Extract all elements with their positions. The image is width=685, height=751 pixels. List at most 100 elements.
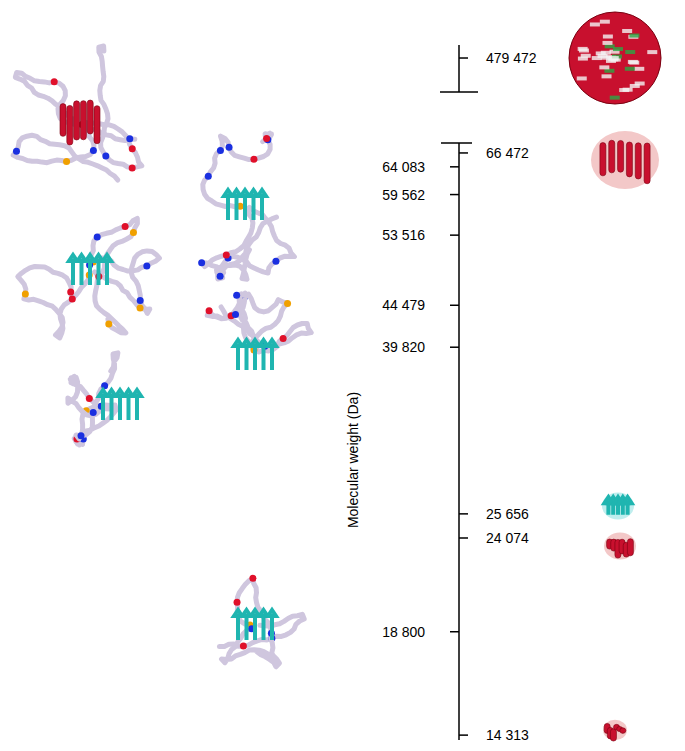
residue: [226, 144, 233, 151]
disordered-protein: [219, 575, 304, 667]
strand: [78, 255, 86, 285]
residue: [94, 233, 101, 240]
helix: [577, 76, 587, 80]
globular-body: [602, 492, 634, 519]
helix: [606, 59, 616, 63]
tick-label: 14 313: [486, 727, 529, 743]
residue: [130, 229, 137, 236]
helix: [644, 143, 650, 184]
globular-protein: [602, 492, 634, 519]
strand: [86, 255, 94, 285]
helix: [610, 96, 620, 100]
helix: [600, 20, 610, 24]
tick-label: 59 562: [382, 187, 425, 203]
disordered-chain: [76, 353, 118, 439]
helix: [74, 101, 80, 140]
residue: [217, 147, 224, 154]
helix: [600, 143, 606, 176]
helix: [618, 140, 624, 172]
tick-label: 53 516: [382, 227, 425, 243]
disordered-chain: [15, 73, 135, 141]
globular-protein: [591, 131, 659, 189]
residue: [198, 259, 205, 266]
residue: [234, 599, 241, 606]
strand: [250, 190, 258, 220]
strand: [233, 190, 241, 220]
tick-label: 18 800: [382, 624, 425, 640]
helix: [610, 729, 616, 741]
helix: [94, 106, 100, 144]
globular-body: [591, 131, 659, 189]
residue: [250, 156, 257, 163]
disordered-protein: [18, 218, 160, 338]
residue: [240, 643, 247, 650]
strand: [234, 340, 242, 370]
tick: [450, 166, 459, 168]
residue: [78, 432, 85, 439]
helix: [602, 41, 612, 45]
helix: [625, 67, 635, 71]
residue: [217, 273, 224, 280]
residue: [232, 311, 239, 318]
strand: [224, 190, 232, 220]
tick-label: 25 656: [486, 506, 529, 522]
strand: [258, 190, 266, 220]
residue: [263, 135, 270, 142]
helix: [592, 56, 602, 60]
strand: [125, 390, 133, 420]
disordered-chain: [89, 251, 159, 314]
strand: [103, 255, 111, 285]
globular-protein: [603, 720, 627, 741]
helix: [613, 47, 623, 51]
axis-break-line: [458, 45, 460, 92]
strand: [251, 610, 259, 640]
residue: [233, 292, 240, 299]
residue: [206, 307, 213, 314]
strand: [268, 340, 276, 370]
tick-label: 24 074: [486, 530, 529, 546]
helix: [80, 101, 86, 140]
strand: [251, 340, 259, 370]
assembly: [569, 12, 661, 104]
tick: [459, 537, 468, 539]
globular-body: [603, 720, 627, 740]
residue: [13, 148, 20, 155]
helix: [629, 61, 639, 65]
helix: [620, 728, 626, 734]
axis-label: Molecular weight (Da): [345, 392, 361, 528]
residue: [223, 252, 230, 259]
tick: [450, 631, 459, 633]
residue: [69, 296, 76, 303]
tick: [450, 234, 459, 236]
residue: [122, 223, 129, 230]
strand: [95, 255, 103, 285]
disordered-chain: [18, 267, 89, 338]
strand: [108, 390, 116, 420]
residue: [284, 300, 291, 307]
helix: [635, 143, 641, 179]
helix: [647, 50, 657, 54]
helix: [578, 57, 588, 61]
tick-label: 64 083: [382, 159, 425, 175]
tick: [450, 194, 459, 196]
axis-line: [458, 143, 460, 740]
tick: [450, 305, 459, 307]
strand: [69, 255, 77, 285]
helix: [626, 142, 632, 177]
residue: [63, 158, 70, 165]
residue: [126, 135, 133, 142]
residue: [137, 304, 144, 311]
strand: [116, 390, 124, 420]
helix: [609, 140, 615, 173]
globular-protein: [569, 12, 661, 104]
disordered-chain: [90, 218, 138, 333]
axis-break-cap: [440, 91, 478, 93]
residue: [272, 258, 279, 265]
strand: [133, 390, 141, 420]
residue: [67, 289, 74, 296]
residue: [280, 335, 287, 342]
helix: [622, 29, 632, 33]
disordered-protein: [198, 133, 294, 280]
disordered-chain: [202, 209, 277, 279]
residue: [51, 78, 58, 85]
